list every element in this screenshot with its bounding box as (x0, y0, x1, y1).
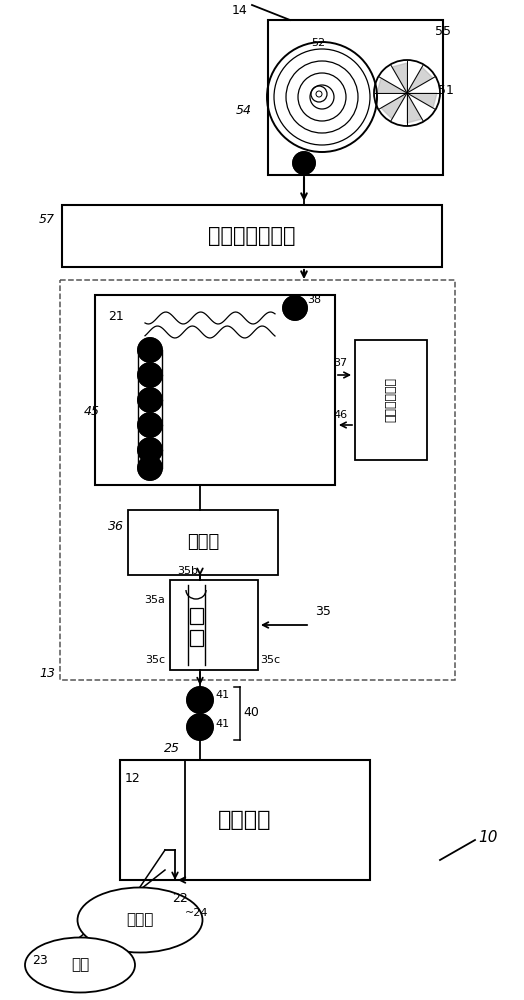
Ellipse shape (25, 938, 135, 992)
Circle shape (187, 714, 213, 740)
Text: 35a: 35a (144, 595, 165, 605)
Bar (190, 630, 203, 646)
Circle shape (138, 388, 162, 412)
Text: 分切机: 分切机 (187, 533, 219, 551)
Bar (355, 340, 427, 460)
Text: 14: 14 (231, 4, 247, 17)
Text: 溦剂: 溦剂 (71, 958, 89, 972)
Text: 吸附回收装置: 吸附回收装置 (385, 377, 398, 422)
Circle shape (138, 338, 162, 362)
Circle shape (138, 438, 162, 462)
Polygon shape (392, 63, 407, 93)
Text: 聚合物: 聚合物 (126, 912, 154, 928)
Text: 35c: 35c (145, 655, 165, 665)
Bar (95, 295, 335, 485)
Text: 35c: 35c (260, 655, 280, 665)
Text: 51: 51 (438, 84, 454, 97)
Text: 滚柠立式拉伸机: 滚柠立式拉伸机 (208, 226, 296, 246)
Text: 38: 38 (307, 295, 321, 305)
Text: 36: 36 (108, 520, 124, 533)
Text: 45: 45 (84, 405, 100, 418)
Bar (120, 760, 370, 880)
Text: 35b: 35b (178, 566, 199, 576)
Bar (190, 608, 203, 624)
Text: 57: 57 (39, 213, 55, 226)
Text: 12: 12 (125, 772, 141, 785)
Text: 40: 40 (243, 706, 259, 720)
Text: 52: 52 (311, 38, 325, 48)
Bar (60, 280, 455, 680)
Text: 35: 35 (315, 605, 331, 618)
Text: 13: 13 (39, 667, 55, 680)
Circle shape (138, 363, 162, 387)
Text: 54: 54 (236, 104, 252, 116)
Ellipse shape (78, 888, 202, 952)
Text: 22: 22 (172, 892, 188, 905)
Text: 41: 41 (215, 690, 229, 700)
Text: 流延单元: 流延单元 (219, 810, 272, 830)
Circle shape (138, 456, 162, 480)
Bar (268, 20, 443, 175)
Text: 10: 10 (478, 830, 497, 844)
Polygon shape (381, 93, 407, 119)
Polygon shape (407, 67, 433, 93)
Text: 25: 25 (164, 742, 180, 755)
Circle shape (138, 413, 162, 437)
Text: 46: 46 (333, 410, 347, 420)
Circle shape (187, 687, 213, 713)
Text: ~24: ~24 (185, 908, 209, 918)
Bar (62, 205, 442, 267)
Text: 55: 55 (435, 25, 451, 38)
Text: 21: 21 (108, 310, 124, 323)
Polygon shape (407, 93, 437, 108)
Text: 37: 37 (333, 358, 347, 368)
Polygon shape (407, 93, 422, 123)
Circle shape (293, 152, 315, 174)
Circle shape (283, 296, 307, 320)
Bar (170, 580, 258, 670)
Text: 41: 41 (215, 719, 229, 729)
Polygon shape (377, 78, 407, 93)
Bar (128, 510, 278, 575)
Text: 23: 23 (32, 954, 48, 966)
